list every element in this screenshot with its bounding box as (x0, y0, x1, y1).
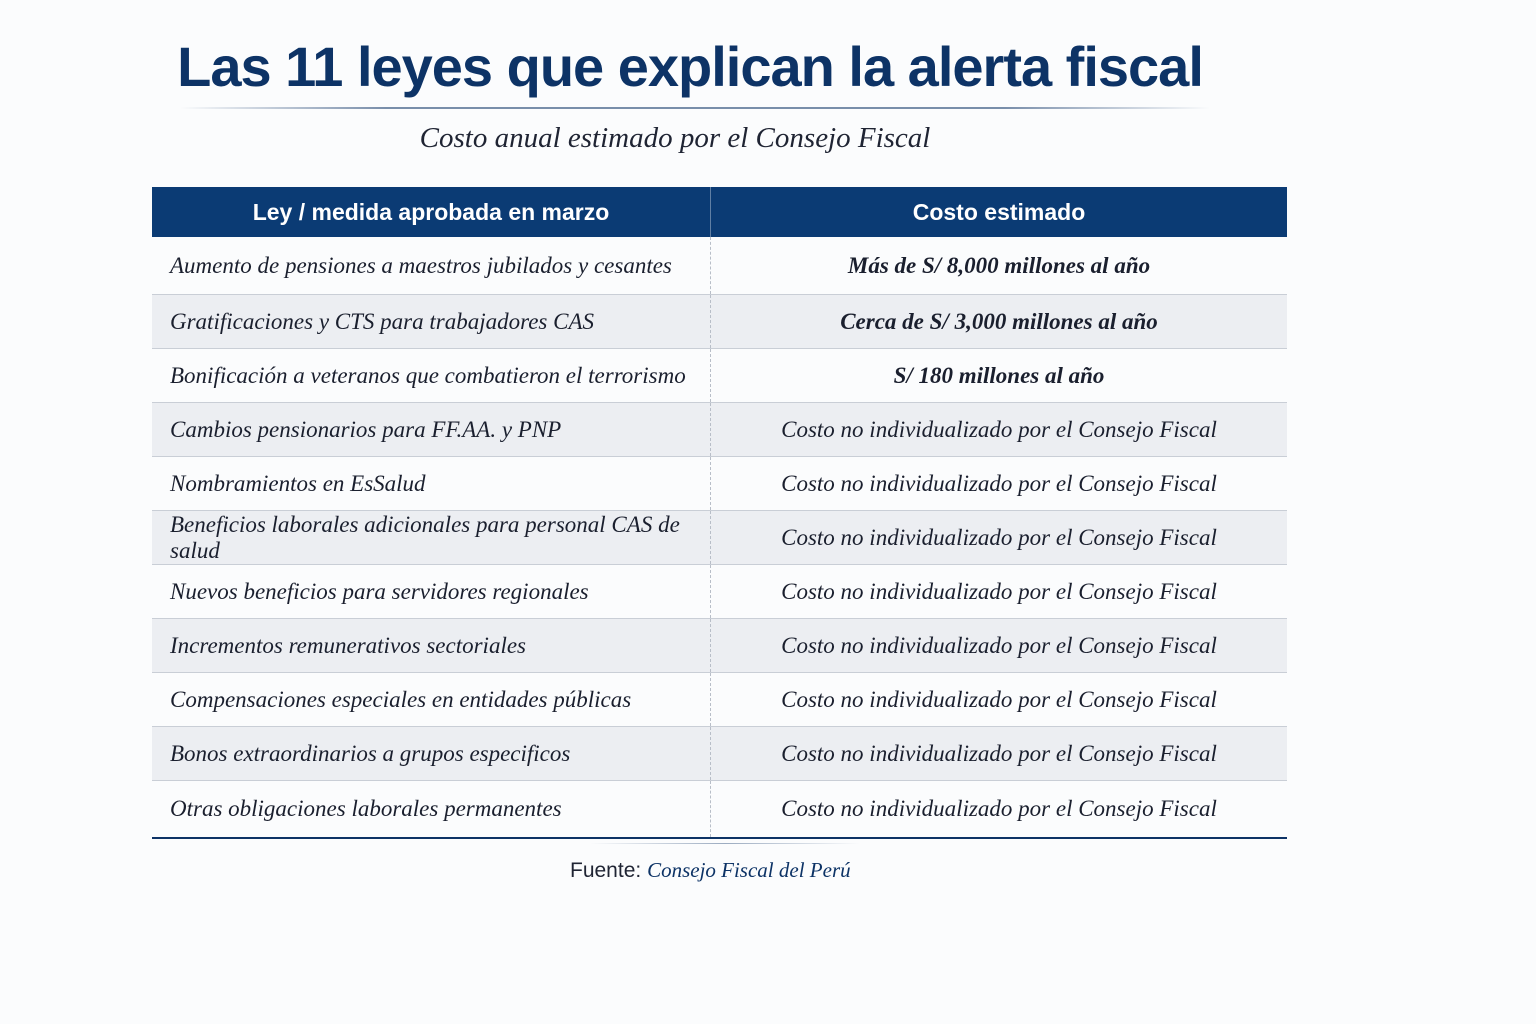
page-subtitle: Costo anual estimado por el Consejo Fisc… (419, 122, 931, 154)
row-costo: S/ 180 millones al año (893, 362, 1105, 388)
table-row: Bonificación a veteranos que combatieron… (152, 349, 1287, 403)
table-row: Incrementos remunerativos sectoriales Cos… (152, 619, 1287, 673)
row-ley: Aumento de pensiones a maestros jubilado… (152, 237, 711, 294)
row-ley: Gratificaciones y CTS para trabajadores … (152, 295, 711, 348)
row-costo: Costo no individualizado por el Consejo … (781, 796, 1217, 821)
table-row: Nuevos beneficios para servidores region… (152, 565, 1287, 619)
source-divider (590, 843, 860, 844)
row-ley: Bonificación a veteranos que combatieron… (152, 349, 711, 402)
source-note: Fuente: Consejo Fiscal del Perú (570, 858, 851, 883)
row-costo: Costo no individualizado por el Consejo … (781, 524, 1217, 550)
row-costo: Costo no individualizado por el Consejo … (781, 470, 1217, 496)
row-costo: Costo no individualizado por el Consejo … (781, 578, 1217, 604)
table-row: Gratificaciones y CTS para trabajadores … (152, 295, 1287, 349)
row-ley: Otras obligaciones laborales permanentes (152, 781, 711, 837)
row-costo: Costo no individualizado por el Consejo … (781, 740, 1217, 766)
table-row: Compensaciones especiales en entidades p… (152, 673, 1287, 727)
source-label: Fuente: (570, 859, 642, 882)
table-row: Cambios pensionarios para FF.AA. y PNP Co… (152, 403, 1287, 457)
row-costo: Costo no individualizado por el Consejo … (781, 632, 1217, 658)
table-row: Beneficios laborales adicionales para pe… (152, 511, 1287, 565)
row-ley: Cambios pensionarios para FF.AA. y PNP (152, 403, 711, 456)
row-costo: Cerca de S/ 3,000 millones al año (840, 308, 1158, 334)
table-row: Aumento de pensiones a maestros jubilado… (152, 237, 1287, 295)
row-ley: Beneficios laborales adicionales para pe… (152, 511, 711, 564)
table-row: Nombramientos en EsSalud Costo no individ… (152, 457, 1287, 511)
header-costo: Costo estimado (912, 198, 1086, 225)
source-name: Consejo Fiscal del Perú (647, 858, 851, 882)
row-ley: Bonos extraordinarios a grupos especific… (152, 727, 711, 780)
page-title: Las 11 leyes que explican la alerta fisc… (177, 35, 1204, 98)
row-costo: Más de S/ 8,000 millones al año (847, 252, 1151, 278)
table-row: Otras obligaciones laborales permanentes… (152, 781, 1287, 839)
header-ley: Ley / medida aprobada en marzo (152, 187, 711, 237)
table-row: Bonos extraordinarios a grupos especific… (152, 727, 1287, 781)
row-costo: Costo no individualizado por el Consejo … (781, 416, 1217, 442)
row-ley: Compensaciones especiales en entidades p… (152, 673, 711, 726)
table-header: Ley / medida aprobada en marzo Costo est… (152, 187, 1287, 237)
title-divider (180, 107, 1210, 109)
row-ley: Incrementos remunerativos sectoriales (152, 619, 711, 672)
row-ley: Nuevos beneficios para servidores region… (152, 565, 711, 618)
row-ley: Nombramientos en EsSalud (152, 457, 711, 510)
laws-table: Ley / medida aprobada en marzo Costo est… (152, 187, 1287, 839)
row-costo: Costo no individualizado por el Consejo … (781, 686, 1217, 712)
table-body: Aumento de pensiones a maestros jubilado… (152, 237, 1287, 839)
